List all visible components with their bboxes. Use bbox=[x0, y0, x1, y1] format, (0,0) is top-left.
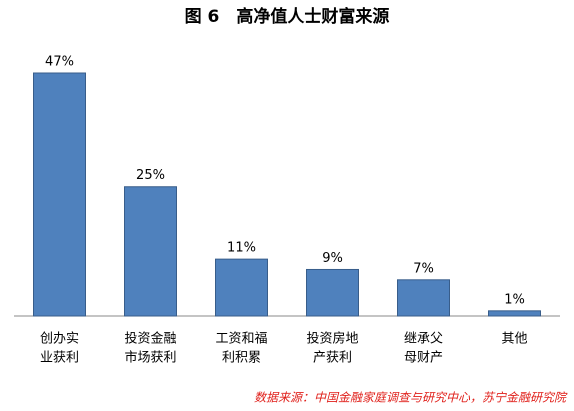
bar bbox=[215, 258, 268, 317]
chart-title: 图 6 高净值人士财富来源 bbox=[185, 6, 390, 27]
x-tick-label: 创办实 bbox=[40, 332, 79, 347]
x-tick-label: 其他 bbox=[501, 332, 527, 347]
data-label: 9% bbox=[322, 251, 343, 266]
x-tick-label: 投资房地 bbox=[306, 331, 358, 347]
data-label: 1% bbox=[504, 292, 525, 307]
bar bbox=[124, 186, 177, 317]
data-label: 47% bbox=[45, 55, 74, 70]
x-tick-label: 母财产 bbox=[404, 351, 443, 366]
bar bbox=[488, 310, 541, 317]
bar bbox=[33, 72, 86, 317]
source-note: 数据来源：中国金融家庭调查与研究中心，苏宁金融研究院 bbox=[254, 391, 568, 405]
x-tick-label: 产获利 bbox=[313, 351, 352, 366]
data-label: 7% bbox=[413, 261, 434, 276]
data-label: 11% bbox=[227, 241, 256, 256]
x-tick-label: 业获利 bbox=[40, 351, 79, 366]
data-label: 25% bbox=[136, 168, 165, 183]
x-tick-label: 市场获利 bbox=[124, 350, 176, 366]
bar bbox=[306, 268, 359, 317]
x-tick-label: 工资和福 bbox=[215, 332, 267, 347]
x-tick-label: 利积累 bbox=[222, 351, 261, 366]
bar bbox=[397, 279, 450, 317]
x-tick-label: 继承父 bbox=[404, 332, 443, 347]
x-tick-label: 投资金融 bbox=[124, 331, 176, 347]
